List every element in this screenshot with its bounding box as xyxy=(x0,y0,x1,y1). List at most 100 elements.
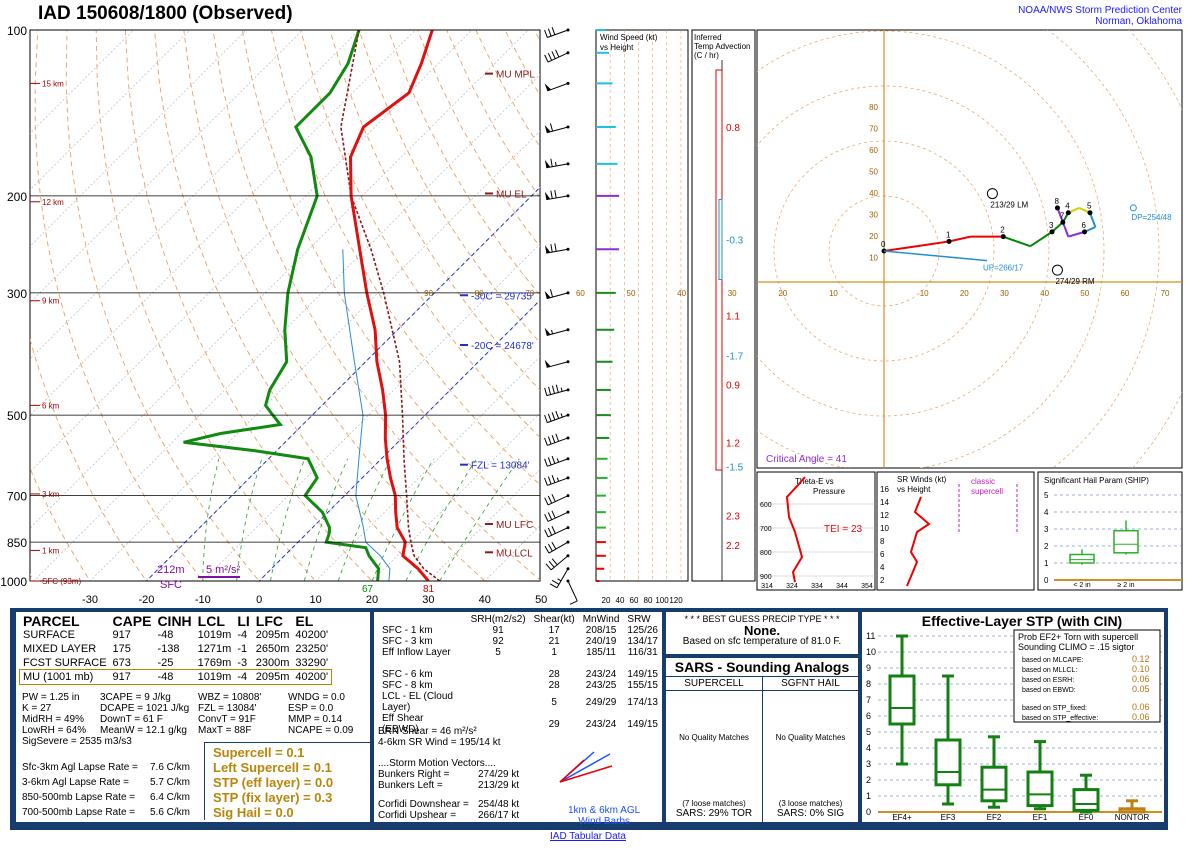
hodo-x-tick-neg: 10 xyxy=(829,289,838,298)
hodo-km-label: 8 xyxy=(1054,197,1059,206)
kin-cell: 243/25 xyxy=(585,680,617,691)
hodo-km-point xyxy=(946,238,952,244)
parcel-cell: -25 xyxy=(157,656,174,669)
kin-cell xyxy=(467,658,530,669)
hodo-rm-label: 274/29 RM xyxy=(1055,277,1094,286)
stp-y-tick: 7 xyxy=(866,695,871,705)
isotherm xyxy=(30,30,360,360)
stp-y-tick: 2 xyxy=(866,775,871,785)
srh-value-label: 5 m²/s² xyxy=(206,564,241,576)
hodo-segment xyxy=(1061,221,1070,237)
sars-col2: SGFNT HAIL xyxy=(781,678,840,689)
kin-cell: 29 xyxy=(548,718,560,730)
stp-prob-label: based on ESRH: xyxy=(1022,677,1074,684)
sars-col1: SUPERCELL xyxy=(684,678,744,689)
advection-value: 2.3 xyxy=(726,511,740,522)
hodo-x-tick: 30 xyxy=(1000,289,1009,298)
critical-angle: Critical Angle = 41 xyxy=(766,454,847,465)
parcel-cell: 2300m xyxy=(255,656,290,669)
advection-value: 1.2 xyxy=(726,438,740,449)
isotherm xyxy=(202,243,540,581)
parcel-header: LI xyxy=(237,612,250,629)
advection-value: -0.3 xyxy=(726,235,744,246)
parcel-cell: 1769m xyxy=(197,656,232,669)
hodo-x-tick-neg: 60 xyxy=(576,289,585,298)
stp-category: EF0 xyxy=(1079,813,1094,822)
dry-adiabat xyxy=(30,467,91,581)
parcel-cell: 40200' xyxy=(295,628,329,641)
stp-box: Effective-Layer STP (with CIN) 0 1 2 3 4 5 6 7 8 9… xyxy=(862,612,1164,822)
sars-title: SARS - Sounding Analogs xyxy=(666,658,858,677)
isotherm xyxy=(371,412,540,581)
tabular-data-link[interactable]: IAD Tabular Data xyxy=(550,831,626,842)
kin-row: LCL - EL (Cloud Layer) 5 249/29 174/13 xyxy=(378,691,662,713)
isotherm xyxy=(145,186,540,581)
kinematics-table: SRH(m2/s2) Shear(kt) MnWind SRW SFC - 1 km 91… xyxy=(378,614,662,735)
dry-adiabat xyxy=(183,30,486,581)
pressure-tick-label: 700 xyxy=(7,490,27,504)
wind-barb xyxy=(544,455,570,467)
windspeed-tick: 40 xyxy=(616,596,625,605)
theta-y-tick: 800 xyxy=(760,550,772,557)
parcel-header: CAPE xyxy=(112,612,152,629)
motion-row: Corfidi Upshear = 266/17 kt xyxy=(378,810,520,821)
hodo-x-tick: 10 xyxy=(920,289,929,298)
isotherm xyxy=(30,30,473,473)
kin-cell xyxy=(467,691,530,713)
stp-y-tick: 1 xyxy=(866,791,871,801)
theta-y-tick: 700 xyxy=(760,526,772,533)
isotherm xyxy=(33,74,540,581)
dry-adiabat xyxy=(124,30,373,581)
index-item: MMP = 0.14 xyxy=(288,714,343,725)
parcel-cell: -4 xyxy=(237,628,248,641)
lapse-block: Sfc-3km Agl Lapse Rate = 7.6 C/km 3-6km Ag… xyxy=(22,762,190,822)
stp-box xyxy=(888,674,916,726)
index-item: K = 27 xyxy=(22,703,52,714)
stp-y-tick: 10 xyxy=(866,647,876,657)
moist-adiabat xyxy=(303,458,349,581)
motion-list: Bunkers Right = 274/29 kt Bunkers Left = 21… xyxy=(378,769,519,821)
dry-adiabat xyxy=(212,30,540,581)
moist-adiabat xyxy=(236,458,263,581)
hodo-y-tick: 30 xyxy=(869,211,878,220)
dry-adiabat xyxy=(154,30,430,581)
indices-block: PW = 1.25 in 3CAPE = 9 J/kg WBZ = 10808' WN… xyxy=(22,692,372,747)
agl-note: 1km & 6km AGL Wind Barbs xyxy=(568,805,641,827)
srwinds-note-1: classic xyxy=(971,477,995,486)
hodo-x-tick-neg: 20 xyxy=(778,289,787,298)
wind-barb xyxy=(544,540,570,554)
parcel-table: PARCEL CAPE CINH LCL LI LFC EL SURFACE 917 -48 10… xyxy=(18,612,333,685)
hodo-up-vector xyxy=(883,250,988,262)
wind-barb xyxy=(544,475,570,486)
pressure-tick-label: 100 xyxy=(7,24,27,38)
level-label: MU MPL xyxy=(496,70,535,81)
precip-value: None. xyxy=(743,623,781,638)
kin-cell: 21 xyxy=(548,636,560,647)
kin-cell: 5 xyxy=(495,647,501,658)
parcel-cell: 917 xyxy=(112,670,131,683)
parcel-cell: -138 xyxy=(157,642,180,655)
index-item: MeanW = 12.1 g/kg xyxy=(100,725,187,736)
stp-prob-label: based on STP_fixed: xyxy=(1022,705,1087,712)
advection-value: -1.5 xyxy=(726,463,744,474)
hodo-up-label: UP=266/17 xyxy=(983,264,1024,273)
moist-adiabat xyxy=(337,458,391,581)
hodograph-plot: 0 1 2 3 4 5 6 78 274/29 RM 213/29 LM DP=254/48 UP=2… xyxy=(757,30,1182,468)
temp-tick-label: 10 xyxy=(309,594,321,606)
hodo-segment xyxy=(1068,230,1085,238)
parcel-row: MU (1001 mb) 917 -48 1019m -4 2095m 40200' xyxy=(18,669,333,685)
srwinds-y-tick: 4 xyxy=(880,563,885,572)
wind-barb xyxy=(544,158,570,169)
srwinds-trace xyxy=(906,496,931,587)
windspeed-tick: 80 xyxy=(644,596,653,605)
isotherm-label: -30C = 29735' xyxy=(471,291,534,302)
srwinds-y-tick: 14 xyxy=(880,498,889,507)
kin-cell: 243/24 xyxy=(585,718,617,730)
hodo-x-tick: 50 xyxy=(1080,289,1089,298)
windspeed-title-2: vs Height xyxy=(600,43,634,52)
parcel-cell: 40200' xyxy=(295,670,329,683)
stp-category: NONTOR xyxy=(1115,813,1150,822)
wind-barb xyxy=(544,433,570,446)
hodo-x-tick-neg: 70 xyxy=(525,289,534,298)
skewt-plot xyxy=(30,30,540,581)
